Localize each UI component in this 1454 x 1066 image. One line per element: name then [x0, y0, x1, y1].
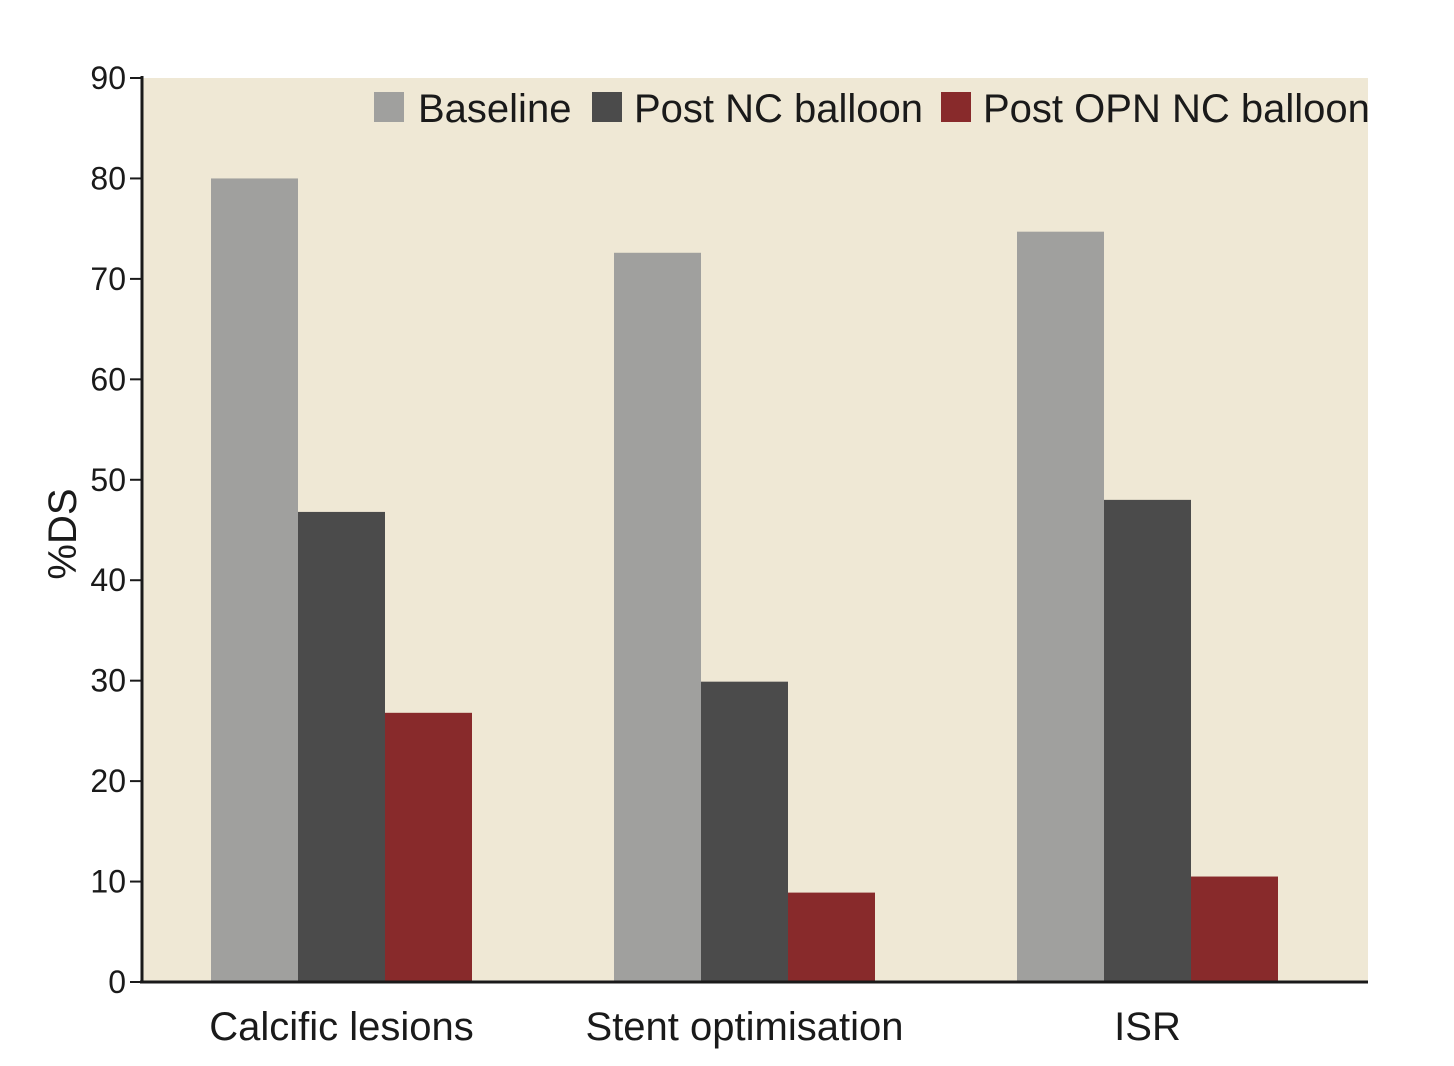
y-tick-label: 20 [90, 763, 126, 799]
legend-swatch [592, 92, 622, 122]
y-tick-label: 70 [90, 261, 126, 297]
bar-post-opn-nc-balloon-2 [1191, 876, 1278, 982]
bar-baseline-2 [1017, 231, 1104, 982]
legend-swatch [374, 92, 404, 122]
x-category-label: Calcific lesions [209, 1005, 474, 1049]
y-tick-label: 30 [90, 663, 126, 699]
x-labels-group: Calcific lesions Stent optimisation ISR [209, 1005, 1181, 1049]
legend: Baseline Post NC balloon Post OPN NC ballo… [374, 87, 1370, 131]
y-tick-label: 50 [90, 462, 126, 498]
bar-post-opn-nc-balloon-0 [385, 712, 472, 982]
y-tick-label: 40 [90, 562, 126, 598]
x-category-label: Stent optimisation [586, 1005, 904, 1049]
bar-post-nc-balloon-0 [298, 511, 385, 982]
y-tick-label: 0 [108, 964, 126, 1000]
bars-group [211, 178, 1278, 983]
y-tick-label: 90 [90, 60, 126, 96]
bar-post-nc-balloon-2 [1104, 499, 1191, 982]
y-axis-title: %DS [41, 488, 85, 579]
y-tick-label: 10 [90, 864, 126, 900]
bar-post-nc-balloon-1 [701, 681, 788, 982]
legend-label: Post NC balloon [634, 87, 923, 131]
x-category-label: ISR [1114, 1005, 1181, 1049]
bar-post-opn-nc-balloon-1 [788, 892, 875, 982]
bar-baseline-1 [614, 252, 701, 983]
legend-swatch [941, 92, 971, 122]
y-ticks-group: 0 10 20 30 40 50 60 70 80 90 [90, 60, 142, 1000]
y-tick-label: 60 [90, 361, 126, 397]
y-tick-label: 80 [90, 160, 126, 196]
legend-label: Post OPN NC balloon [983, 87, 1370, 131]
legend-label: Baseline [418, 87, 571, 131]
bar-baseline-0 [211, 178, 298, 982]
